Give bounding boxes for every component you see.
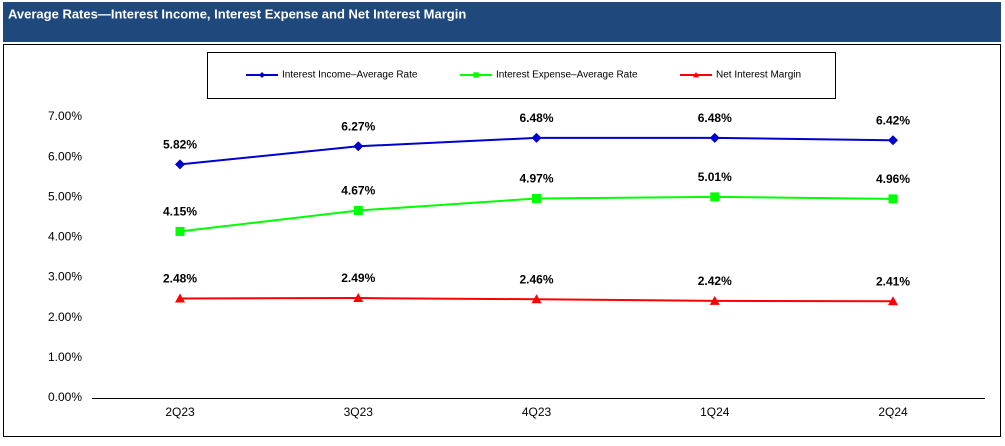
data-label: 5.01% (698, 170, 732, 184)
data-point (175, 159, 185, 170)
data-point (531, 132, 542, 143)
y-tick-label: 7.00% (48, 109, 82, 123)
data-label: 2.42% (698, 274, 732, 288)
data-label: 6.27% (341, 119, 375, 133)
y-tick-label: 4.00% (48, 230, 82, 244)
y-tick-label: 5.00% (48, 189, 82, 203)
y-tick-label: 0.00% (48, 390, 82, 404)
data-point (709, 295, 720, 305)
chart-border (3, 44, 1001, 437)
y-tick-label: 2.00% (48, 310, 82, 324)
data-label: 6.48% (519, 111, 553, 125)
data-label: 2.48% (163, 272, 197, 286)
data-point (175, 293, 185, 303)
data-point (888, 135, 898, 146)
legend-label: Interest Expense–Average Rate (496, 70, 638, 81)
x-tick-label: 2Q23 (165, 405, 195, 419)
data-label: 6.42% (876, 113, 910, 127)
data-point (888, 296, 898, 306)
data-label: 2.46% (519, 272, 553, 286)
legend-marker (693, 72, 699, 78)
data-point (353, 293, 364, 303)
data-label: 4.15% (163, 205, 197, 219)
legend-label: Net Interest Margin (716, 70, 801, 81)
data-label: 2.41% (876, 274, 910, 288)
data-point (353, 206, 363, 216)
legend-box (207, 52, 836, 99)
y-tick-label: 1.00% (48, 350, 82, 364)
data-label: 6.48% (698, 111, 732, 125)
x-tick-label: 3Q23 (344, 405, 374, 419)
data-label: 2.49% (341, 271, 375, 285)
chart-title: Average Rates—Interest Income, Interest … (8, 6, 466, 21)
y-tick-label: 3.00% (48, 270, 82, 284)
x-tick-label: 2Q24 (878, 405, 908, 419)
data-point (709, 132, 720, 143)
data-point (532, 193, 541, 203)
data-label: 5.82% (163, 138, 197, 152)
data-point (531, 294, 542, 304)
header-bar (3, 2, 1001, 42)
data-point (353, 141, 364, 152)
data-label: 4.67% (341, 184, 375, 198)
x-tick-label: 1Q24 (700, 405, 730, 419)
x-tick-label: 4Q23 (522, 405, 552, 419)
legend-label: Interest Income–Average Rate (282, 70, 418, 81)
data-label: 4.97% (519, 172, 553, 186)
data-point (888, 194, 898, 204)
data-point (710, 192, 720, 202)
legend-marker (473, 72, 479, 78)
y-tick-label: 6.00% (48, 149, 82, 163)
data-label: 4.96% (876, 172, 910, 186)
legend-marker (259, 72, 265, 78)
data-point (175, 226, 185, 236)
